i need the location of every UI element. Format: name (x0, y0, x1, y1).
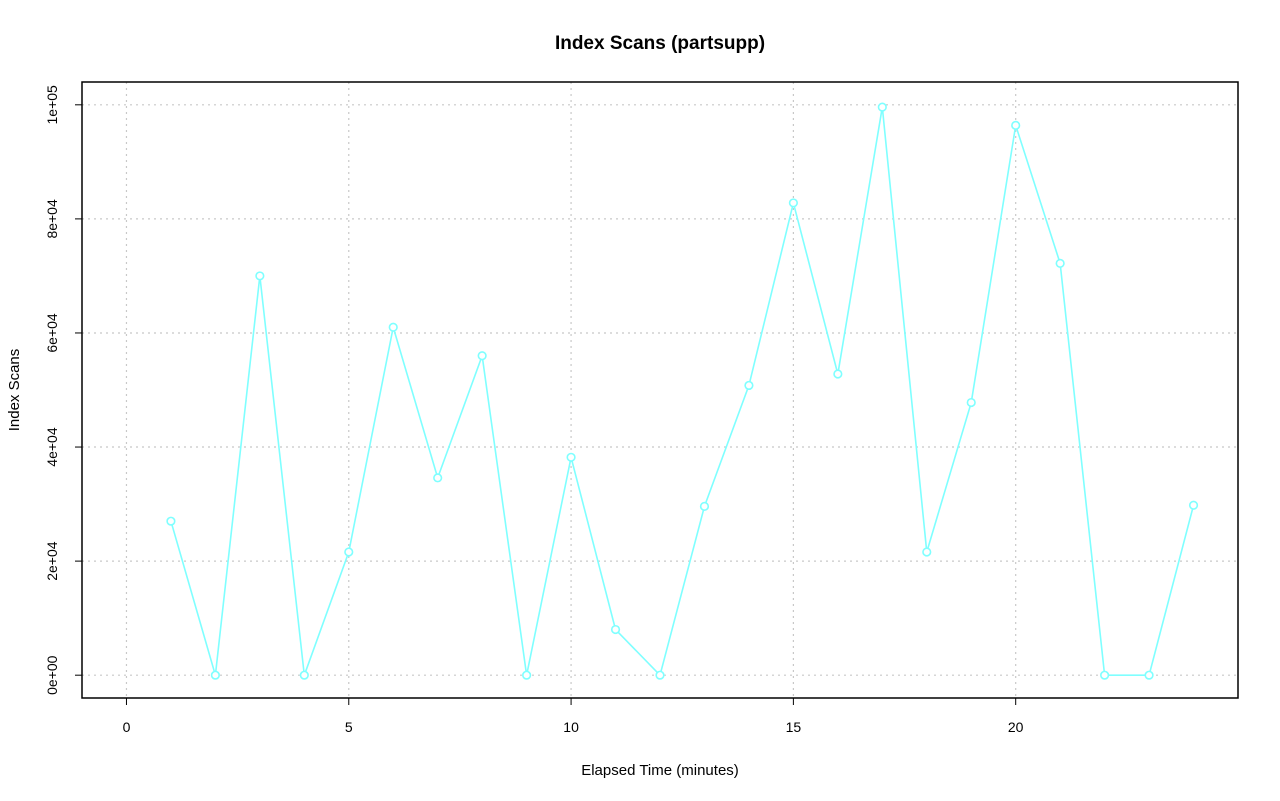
data-point (166, 516, 176, 526)
data-point (922, 547, 932, 557)
data-point (299, 670, 309, 680)
grid (82, 82, 1238, 698)
x-tick-label: 0 (123, 719, 131, 735)
data-point (1100, 670, 1110, 680)
chart-title: Index Scans (partsupp) (555, 33, 765, 54)
data-point (966, 397, 976, 408)
x-tick-label: 5 (345, 719, 353, 735)
data-point (433, 473, 443, 483)
x-tick-label: 10 (563, 719, 579, 735)
data-point (1144, 670, 1154, 680)
data-point (610, 624, 621, 635)
y-tick-label: 4e+04 (44, 427, 60, 467)
data-point (699, 501, 710, 511)
data-point (566, 452, 576, 462)
data-point (877, 102, 887, 112)
data-point (210, 670, 220, 680)
data-point (255, 271, 265, 281)
data-point (1055, 258, 1065, 268)
data-point (388, 322, 398, 332)
y-tick-label: 1e+05 (44, 85, 60, 125)
data-point (744, 380, 754, 391)
y-tick-label: 6e+04 (44, 313, 60, 353)
data-point (344, 547, 354, 557)
x-tick-label: 20 (1008, 719, 1024, 735)
data-point (522, 670, 532, 680)
y-tick-label: 2e+04 (44, 541, 60, 581)
series-layer (166, 102, 1199, 680)
series-line (170, 106, 1195, 677)
data-point (655, 670, 665, 680)
data-point (833, 369, 843, 379)
data-point (477, 351, 487, 361)
y-axis-label: Index Scans (6, 349, 23, 432)
data-point (788, 198, 798, 208)
data-point (1011, 120, 1021, 130)
y-tick-label: 0e+00 (44, 655, 60, 695)
data-point (1188, 500, 1199, 510)
x-tick-label: 15 (786, 719, 802, 735)
x-axis-label: Elapsed Time (minutes) (581, 762, 739, 779)
plot-frame (81, 81, 1239, 699)
x-axis: 0 5 10 15 20 (123, 698, 1024, 735)
y-tick-label: 8e+04 (44, 199, 60, 239)
y-axis: 0e+00 2e+04 4e+04 6e+04 8e+04 1e+05 (44, 85, 82, 695)
